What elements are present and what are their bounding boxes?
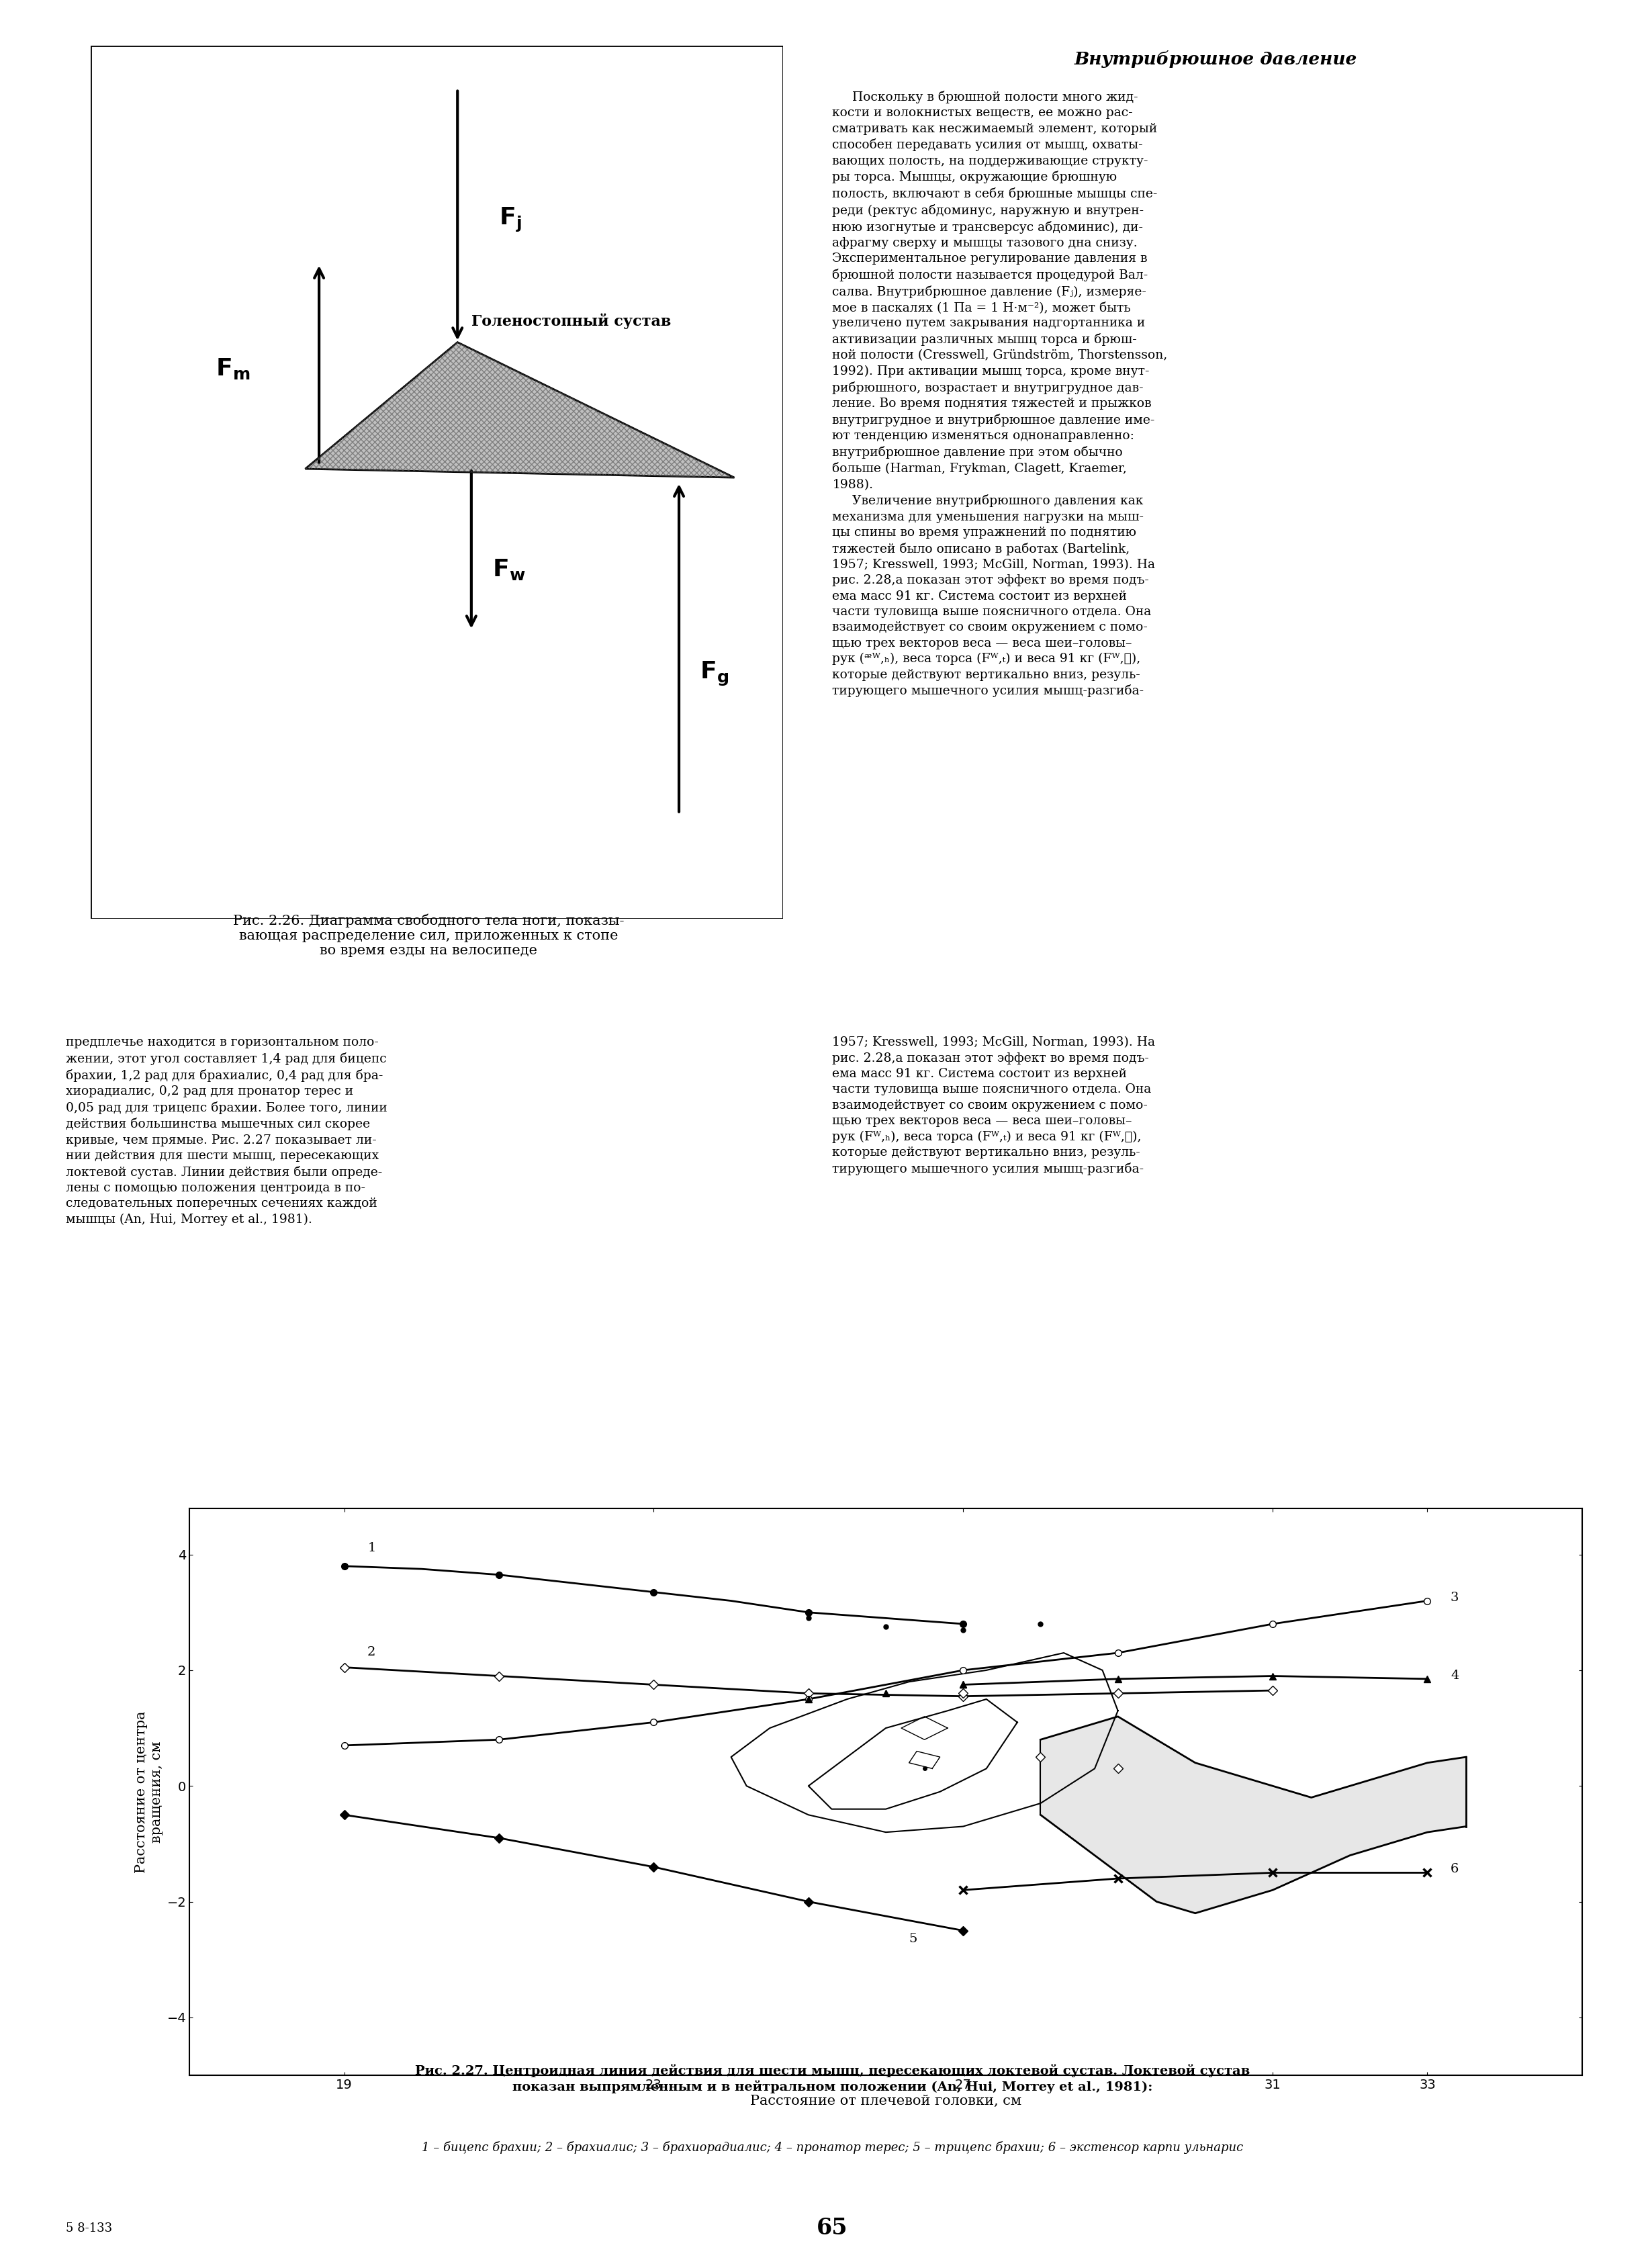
- Text: 3: 3: [1450, 1592, 1458, 1603]
- Text: 6: 6: [1450, 1864, 1458, 1876]
- Text: 2: 2: [368, 1647, 376, 1658]
- Text: 1 – бицепс брахии; 2 – брахиалис; 3 – брахиорадиалис; 4 – пронатор терес; 5 – тр: 1 – бицепс брахии; 2 – брахиалис; 3 – бр…: [422, 2141, 1243, 2155]
- Text: Голеностопный сустав: Голеностопный сустав: [471, 313, 671, 329]
- Text: $\mathbf{F_m}$: $\mathbf{F_m}$: [216, 356, 250, 381]
- Text: $\mathbf{F_w}$: $\mathbf{F_w}$: [493, 558, 526, 581]
- Text: 1: 1: [368, 1542, 376, 1554]
- Text: $\mathbf{F_j}$: $\mathbf{F_j}$: [499, 206, 521, 234]
- Text: предплечье находится в горизонтальном поло-
жении, этот угол составляет 1,4 рад : предплечье находится в горизонтальном по…: [66, 1036, 387, 1225]
- Text: 1957; Kresswell, 1993; McGill, Norman, 1993). На
рис. 2.28,а показан этот эффект: 1957; Kresswell, 1993; McGill, Norman, 1…: [832, 1036, 1155, 1175]
- Text: 5 8-133: 5 8-133: [66, 2223, 112, 2234]
- Y-axis label: Расстояние от центра
вращения, см: Расстояние от центра вращения, см: [135, 1710, 163, 1873]
- Text: 4: 4: [1450, 1669, 1458, 1681]
- Text: $\mathbf{F_g}$: $\mathbf{F_g}$: [700, 660, 728, 687]
- Text: Поскольку в брюшной полости много жид-
кости и волокнистых веществ, ее можно рас: Поскольку в брюшной полости много жид- к…: [832, 91, 1167, 696]
- Polygon shape: [305, 342, 735, 479]
- Text: 65: 65: [817, 2218, 847, 2239]
- X-axis label: Расстояние от плечевой головки, см: Расстояние от плечевой головки, см: [750, 2096, 1022, 2107]
- Text: Рис. 2.26. Диаграмма свободного тела ноги, показы-
вающая распределение сил, при: Рис. 2.26. Диаграмма свободного тела ног…: [232, 914, 625, 957]
- Text: Рис. 2.27. Центроидная линия действия для шести мышц, пересекающих локтевой суст: Рис. 2.27. Центроидная линия действия дл…: [415, 2064, 1249, 2093]
- Text: 5: 5: [910, 1932, 918, 1946]
- Polygon shape: [1040, 1717, 1467, 1914]
- Text: Внутрибрюшное давление: Внутрибрюшное давление: [1074, 50, 1356, 68]
